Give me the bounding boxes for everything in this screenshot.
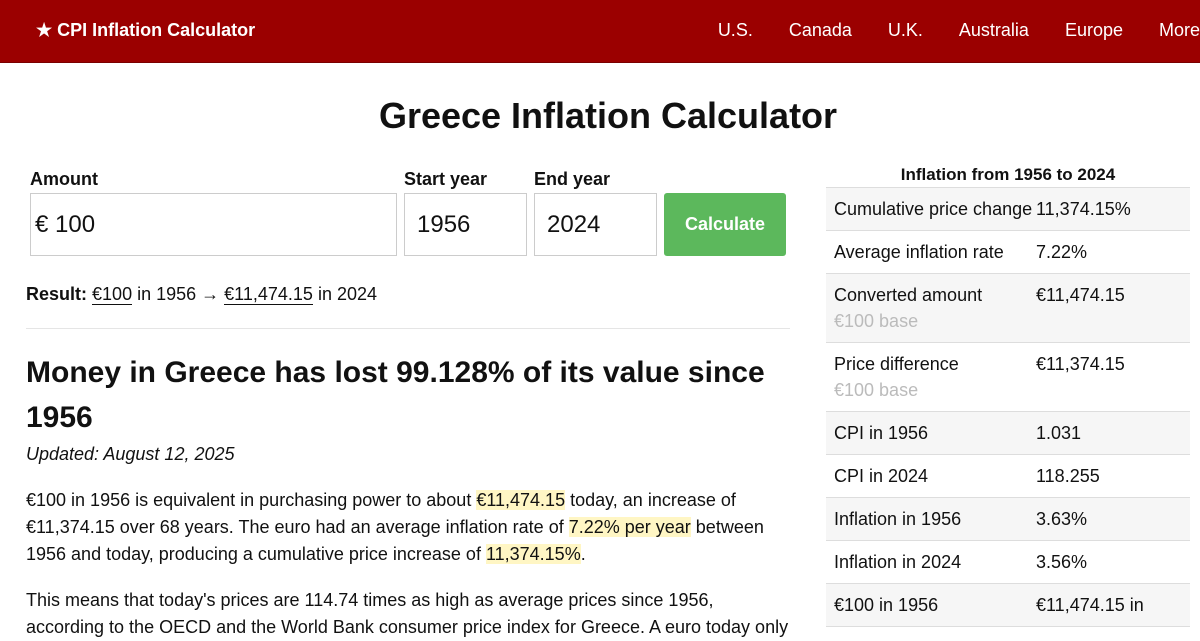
currency-prefix: € (35, 211, 49, 238)
stat-label-cell: Inflation in 1956 (834, 506, 1036, 532)
start-year-label: Start year (404, 169, 488, 189)
stat-row: €100 in 1956 €11,474.15 in (826, 584, 1190, 627)
highlight: €11,474.15 (476, 490, 566, 510)
amount-input[interactable]: € 100 (30, 193, 397, 256)
sidebar: Inflation from 1956 to 2024 Cumulative p… (826, 160, 1190, 627)
calculate-button[interactable]: Calculate (664, 193, 786, 256)
page-title: Greece Inflation Calculator (378, 95, 838, 136)
stat-label: Inflation in 2024 (834, 552, 962, 572)
sidebar-title: Inflation from 1956 to 2024 (826, 160, 1190, 188)
stat-label: Price difference (834, 354, 959, 374)
text: today, an increase of €11,374.15 over 68… (26, 490, 736, 537)
stat-label-cell: CPI in 1956 (834, 420, 1036, 446)
stat-label: Average inflation rate (834, 242, 1004, 262)
text: between 1956 and today, producing a cumu… (26, 517, 764, 564)
end-year-label: End year (534, 169, 611, 189)
paragraph: This means that today's prices are 114.7… (26, 587, 792, 641)
stat-value: 11,374.15% (1036, 199, 1131, 219)
text: €100 in 1956 is equivalent in purchasing… (26, 490, 477, 510)
stat-label: €100 in 1956 (834, 595, 939, 615)
start-year-value: 1956 (417, 211, 471, 238)
stat-label-cell: Inflation in 2024 (834, 549, 1036, 575)
nav-link[interactable]: More (1158, 20, 1200, 40)
stat-value: 7.22% (1036, 242, 1088, 262)
amount-value: 100 (55, 211, 96, 238)
stat-row: Inflation in 1956 3.63% (826, 498, 1190, 541)
stat-label: Cumulative price change (834, 199, 1033, 219)
stat-row: Inflation in 2024 3.56% (826, 541, 1190, 584)
result-label: Result: (26, 284, 88, 304)
stat-row: Cumulative price change 11,374.15% (826, 188, 1190, 231)
stat-label-cell: Converted amount €100 base (834, 282, 1036, 334)
highlight: 11,374.15% (485, 544, 581, 564)
result-end: in 2024 (317, 284, 378, 304)
article: Money in Greece has lost 99.128% of its … (26, 350, 792, 641)
stat-value: 118.255 (1036, 466, 1100, 486)
start-year-input[interactable]: 1956 (404, 193, 527, 256)
paragraph: €100 in 1956 is equivalent in purchasing… (26, 487, 792, 568)
stat-value: €11,474.15 (1036, 285, 1125, 305)
nav-link[interactable]: Australia (958, 20, 1029, 40)
stat-label: CPI in 1956 (834, 423, 929, 443)
highlight: 7.22% per year (568, 517, 691, 537)
stat-value: 3.56% (1036, 552, 1088, 572)
stat-label: CPI in 2024 (834, 466, 929, 486)
nav-link[interactable]: U.S. (717, 20, 753, 40)
stat-label-cell: Cumulative price change (834, 196, 1036, 222)
stat-label: Converted amount (834, 285, 983, 305)
stat-row: CPI in 1956 1.031 (826, 412, 1190, 455)
result: Result: €100 in 1956 → €11,474.15 in 202… (26, 284, 377, 305)
end-year-input[interactable]: 2024 (534, 193, 657, 256)
stat-label-cell: €100 in 1956 (834, 592, 1036, 618)
stat-value: 3.63% (1036, 509, 1088, 529)
stat-value: €11,474.15 in (1036, 595, 1144, 615)
article-heading: Money in Greece has lost 99.128% of its … (26, 356, 765, 434)
stat-label-cell: Average inflation rate (834, 239, 1036, 265)
nav-links: U.S. Canada U.K. Australia Europe More (718, 20, 1200, 41)
stat-row: Average inflation rate 7.22% (826, 231, 1190, 274)
result-from: €100 (92, 284, 133, 305)
nav-link[interactable]: Europe (1064, 20, 1123, 40)
nav-link[interactable]: Canada (788, 20, 852, 40)
stat-row: Converted amount €100 base €11,474.15 (826, 274, 1190, 343)
stat-value: €11,374.15 (1036, 354, 1125, 374)
brand[interactable]: ★ CPI Inflation Calculator (36, 20, 256, 40)
nav-link[interactable]: U.K. (887, 20, 923, 40)
divider (26, 328, 790, 329)
navbar: ★ CPI Inflation Calculator U.S. Canada U.K… (0, 0, 1200, 63)
stat-note: €100 base (834, 311, 919, 331)
amount-label: Amount (30, 169, 98, 189)
updated-date: Updated: August 12, 2025 (26, 444, 235, 464)
text: . (580, 544, 586, 564)
stat-value: 1.031 (1036, 423, 1082, 443)
result-to: €11,474.15 (224, 284, 313, 305)
result-mid: in 1956 → (137, 284, 220, 304)
end-year-value: 2024 (547, 211, 601, 238)
stat-note: €100 base (834, 380, 919, 400)
stat-row: Price difference €100 base €11,374.15 (826, 343, 1190, 412)
stat-label-cell: Price difference €100 base (834, 351, 1036, 403)
stat-label: Inflation in 1956 (834, 509, 962, 529)
stat-label-cell: CPI in 2024 (834, 463, 1036, 489)
stat-row: CPI in 2024 118.255 (826, 455, 1190, 498)
